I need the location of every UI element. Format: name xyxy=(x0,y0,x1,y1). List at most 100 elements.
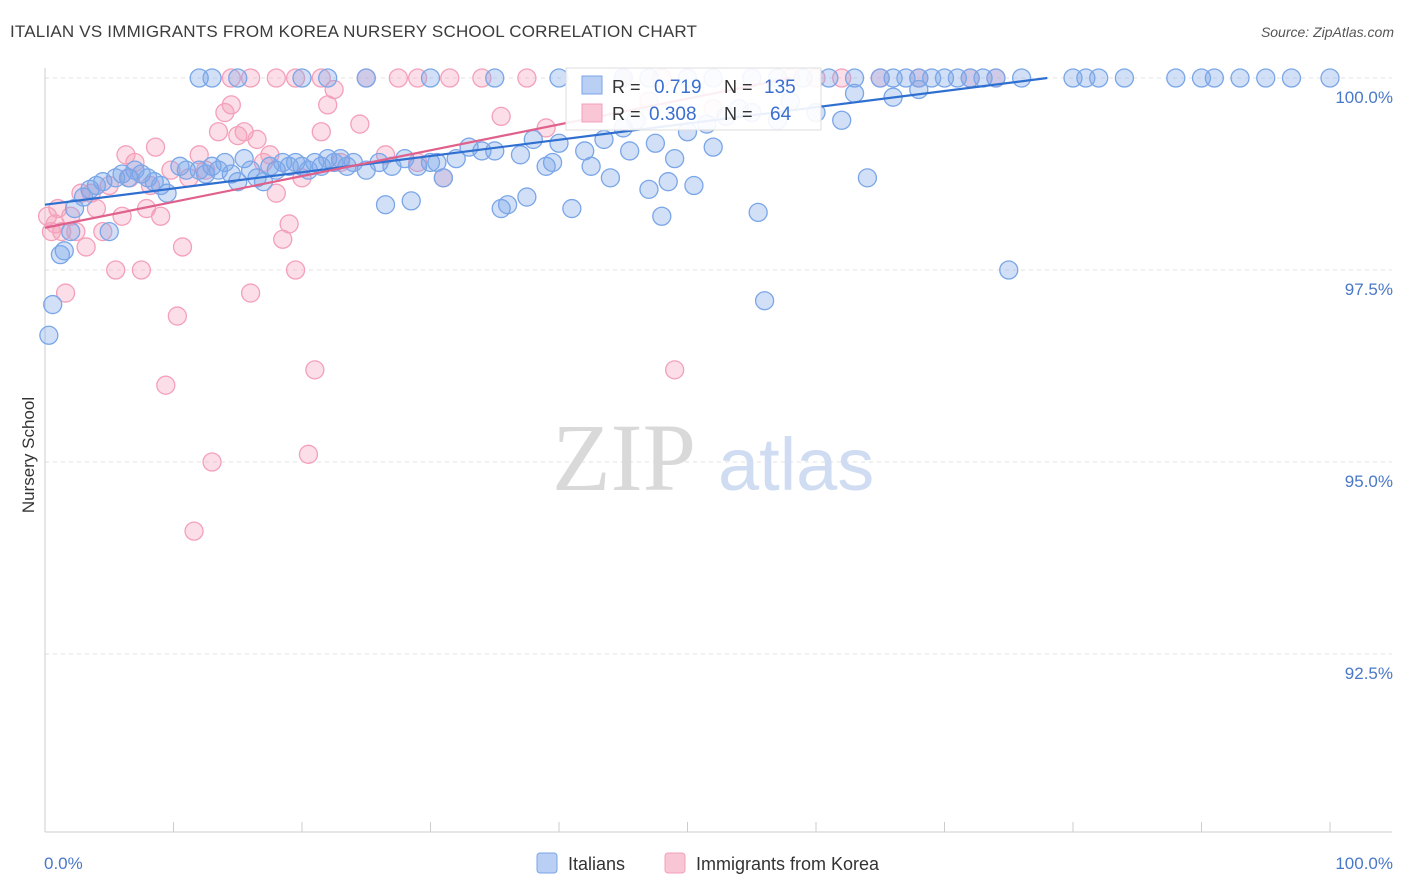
korea-point-26 xyxy=(167,306,188,326)
italians-point-139 xyxy=(1320,68,1340,88)
y-tick-labels: 100.0% 97.5% 95.0% 92.5% xyxy=(1335,88,1393,683)
korea-point-19 xyxy=(131,260,152,280)
legend-n-value-korea: 64 xyxy=(770,104,792,125)
italians-point-101 xyxy=(202,68,222,88)
legend-n-value-italians: 135 xyxy=(764,77,796,98)
korea-point-38 xyxy=(240,283,261,303)
italians-point-99 xyxy=(999,260,1019,280)
italians-point-96 xyxy=(857,168,878,188)
korea-top-point-10 xyxy=(517,68,537,88)
korea-point-51 xyxy=(324,79,344,100)
italians-point-116 xyxy=(819,68,839,88)
italians-point-79 xyxy=(652,206,672,226)
italians-point-65 xyxy=(523,129,543,150)
italians-point-127 xyxy=(986,68,1006,88)
italians-point-19 xyxy=(157,183,177,203)
legend-swatch-italians xyxy=(581,75,603,95)
korea-top-point-4 xyxy=(311,68,331,88)
y-tick-label-1: 97.5% xyxy=(1345,280,1393,299)
legend-r-value-korea: 0.308 xyxy=(649,104,697,125)
axes xyxy=(44,68,1392,833)
bottom-legend-label-korea: Immigrants from Korea xyxy=(696,854,880,874)
italians-point-68 xyxy=(549,133,569,153)
italians-point-107 xyxy=(485,68,505,88)
korea-point-12 xyxy=(93,221,113,242)
korea-point-53 xyxy=(350,114,370,134)
korea-point-57 xyxy=(491,106,511,127)
korea-top-point-3 xyxy=(285,68,306,88)
bottom-legend-swatch-korea xyxy=(664,852,686,874)
legend-swatch-korea xyxy=(581,103,603,123)
italians-point-3 xyxy=(54,241,74,261)
italians-point-137 xyxy=(1256,68,1276,88)
italians-point-132 xyxy=(1114,68,1135,88)
watermark: ZIP atlas xyxy=(552,404,874,511)
korea-point-48 xyxy=(305,360,325,380)
legend-n-label-italians: N = xyxy=(724,77,753,97)
korea-point-14 xyxy=(106,260,126,280)
korea-point-34 xyxy=(215,102,235,123)
italians-point-73 xyxy=(600,168,621,188)
italians-point-102 xyxy=(228,68,248,88)
korea-top-point-0 xyxy=(221,68,241,88)
italians-point-103 xyxy=(292,68,312,88)
korea-point-22 xyxy=(145,137,166,157)
italians-point-49 xyxy=(375,195,396,215)
italians-point-89 xyxy=(748,202,768,223)
korea-point-29 xyxy=(184,521,204,541)
italians-point-60 xyxy=(485,141,505,161)
y-axis-title: Nursery School xyxy=(19,397,38,513)
italians-point-135 xyxy=(1204,68,1224,88)
watermark-zip: ZIP xyxy=(552,404,696,511)
italians-point-78 xyxy=(645,133,666,153)
chart-title: ITALIAN VS IMMIGRANTS FROM KOREA NURSERY… xyxy=(10,22,698,41)
italians-point-10 xyxy=(99,221,119,242)
top-legend: R = 0.719 N = 135 R = 0.308 N = 64 xyxy=(565,67,822,131)
italians-point-1 xyxy=(43,294,63,315)
italians-point-6 xyxy=(73,187,94,207)
italians-point-27 xyxy=(221,164,241,184)
korea-point-9 xyxy=(76,237,96,257)
legend-r-value-italians: 0.719 xyxy=(654,77,702,98)
italians-point-104 xyxy=(318,68,338,88)
italians-point-136 xyxy=(1230,68,1250,88)
italians-point-75 xyxy=(620,141,640,161)
trend-line-italians xyxy=(44,76,1048,206)
bottom-legend: Italians Immigrants from Korea xyxy=(536,852,880,874)
italians-point-77 xyxy=(639,179,659,200)
italians-point-108 xyxy=(549,68,569,88)
korea-point-42 xyxy=(266,183,286,203)
korea-point-33 xyxy=(208,122,229,142)
italians-point-29 xyxy=(234,148,254,169)
korea-point-49 xyxy=(311,122,331,142)
italians-point-90 xyxy=(754,291,775,311)
korea-point-39 xyxy=(247,129,267,150)
italians-point-105 xyxy=(356,68,376,88)
italians-point-4 xyxy=(61,221,81,242)
italians-point-56 xyxy=(433,168,454,188)
legend-box xyxy=(565,67,822,131)
italians-point-138 xyxy=(1281,68,1302,88)
italians-point-94 xyxy=(832,110,852,130)
italians-point-0 xyxy=(39,325,59,345)
legend-r-label-italians: R = xyxy=(612,77,641,97)
italians-point-67 xyxy=(542,152,563,173)
korea-point-0 xyxy=(37,206,58,226)
korea-point-61 xyxy=(665,360,685,380)
italians-point-63 xyxy=(510,145,531,165)
korea-point-35 xyxy=(221,95,241,115)
y-tick-label-3: 92.5% xyxy=(1345,664,1393,683)
bottom-legend-label-italians: Italians xyxy=(568,854,625,874)
chart-source: Source: ZipAtlas.com xyxy=(1260,24,1394,40)
italians-point-131 xyxy=(1089,68,1109,88)
italians-point-85 xyxy=(703,137,723,157)
italians-point-133 xyxy=(1166,68,1186,88)
x-tick-label-left: 0.0% xyxy=(44,854,83,873)
korea-point-32 xyxy=(202,452,222,472)
korea-point-44 xyxy=(279,214,299,234)
legend-n-label-korea: N = xyxy=(724,104,753,124)
korea-top-point-2 xyxy=(266,68,286,88)
y-tick-label-2: 95.0% xyxy=(1345,472,1393,491)
korea-point-27 xyxy=(172,237,193,257)
